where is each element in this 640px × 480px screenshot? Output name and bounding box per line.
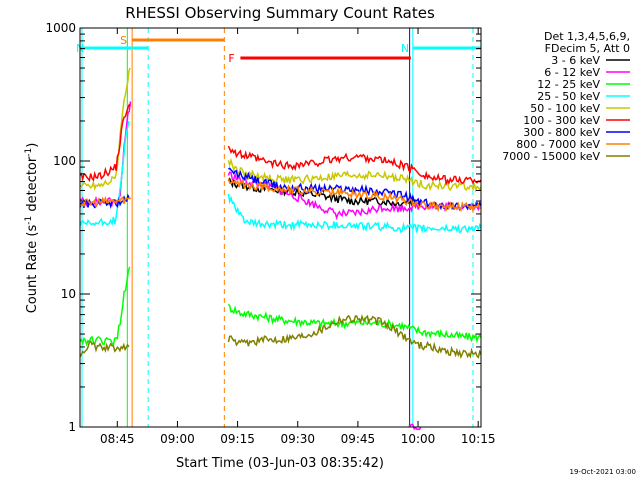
series-line: [227, 178, 482, 214]
legend-label: 12 - 25 keV: [537, 78, 600, 91]
series-line: [79, 120, 130, 227]
y-tick-label: 1000: [45, 21, 76, 35]
legend-label: 7000 - 15000 keV: [502, 150, 600, 163]
chart-title: RHESSI Observing Summary Count Rates: [125, 4, 435, 22]
annotation-label: F: [228, 52, 234, 65]
footer-date: 19-Oct-2021 03:00: [570, 468, 636, 476]
x-tick-label: 08:45: [100, 432, 135, 446]
legend-label: 25 - 50 keV: [537, 90, 600, 103]
legend-label: 6 - 12 keV: [544, 66, 600, 79]
series-line: [227, 313, 482, 360]
x-tick-label: 09:15: [220, 432, 255, 446]
legend: Det 1,3,4,5,6,9,FDecim 5, Att 03 - 6 keV…: [502, 30, 630, 163]
y-axis-ticks: 1 10 100 1000: [45, 21, 481, 434]
x-tick-label: 09:45: [341, 432, 376, 446]
series-line: [79, 193, 131, 210]
y-tick-label: 10: [61, 287, 76, 301]
vertical-markers: [81, 28, 474, 427]
legend-label: 3 - 6 keV: [551, 54, 600, 67]
x-tick-label: 10:15: [461, 432, 496, 446]
series-line: [408, 423, 422, 431]
y-tick-label: 1: [68, 420, 76, 434]
legend-label: 50 - 100 keV: [530, 102, 600, 115]
y-axis-label: Count Rate (s-1 detector-1): [24, 143, 40, 314]
legend-label: 100 - 300 keV: [523, 114, 600, 127]
series-line: [79, 266, 131, 347]
legend-header: Det 1,3,4,5,6,9,: [544, 30, 630, 43]
annotation-label: N: [401, 42, 409, 55]
series-line: [79, 340, 130, 358]
series-line: [79, 67, 131, 191]
legend-header: FDecim 5, Att 0: [545, 42, 630, 55]
x-axis-label: Start Time (03-Jun-03 08:35:42): [176, 456, 384, 471]
series-line: [227, 303, 482, 344]
x-tick-label: 09:00: [160, 432, 195, 446]
series-line: [227, 157, 482, 193]
x-tick-label: 10:00: [401, 432, 436, 446]
annotation-label: S: [120, 34, 127, 47]
legend-label: 300 - 800 keV: [523, 126, 600, 139]
x-axis-ticks: 08:45 09:00 09:15 09:30 09:45 10:00 10:15: [100, 28, 495, 446]
series-line: [79, 195, 131, 209]
series-line: [227, 145, 482, 187]
y-tick-label: 100: [53, 154, 76, 168]
data-series: [79, 67, 482, 431]
plot-frame: [79, 27, 482, 428]
series-line: [227, 193, 482, 234]
x-tick-label: 09:30: [280, 432, 315, 446]
series-line: [79, 103, 131, 183]
legend-label: 800 - 7000 keV: [516, 138, 600, 151]
series-line: [227, 177, 422, 208]
